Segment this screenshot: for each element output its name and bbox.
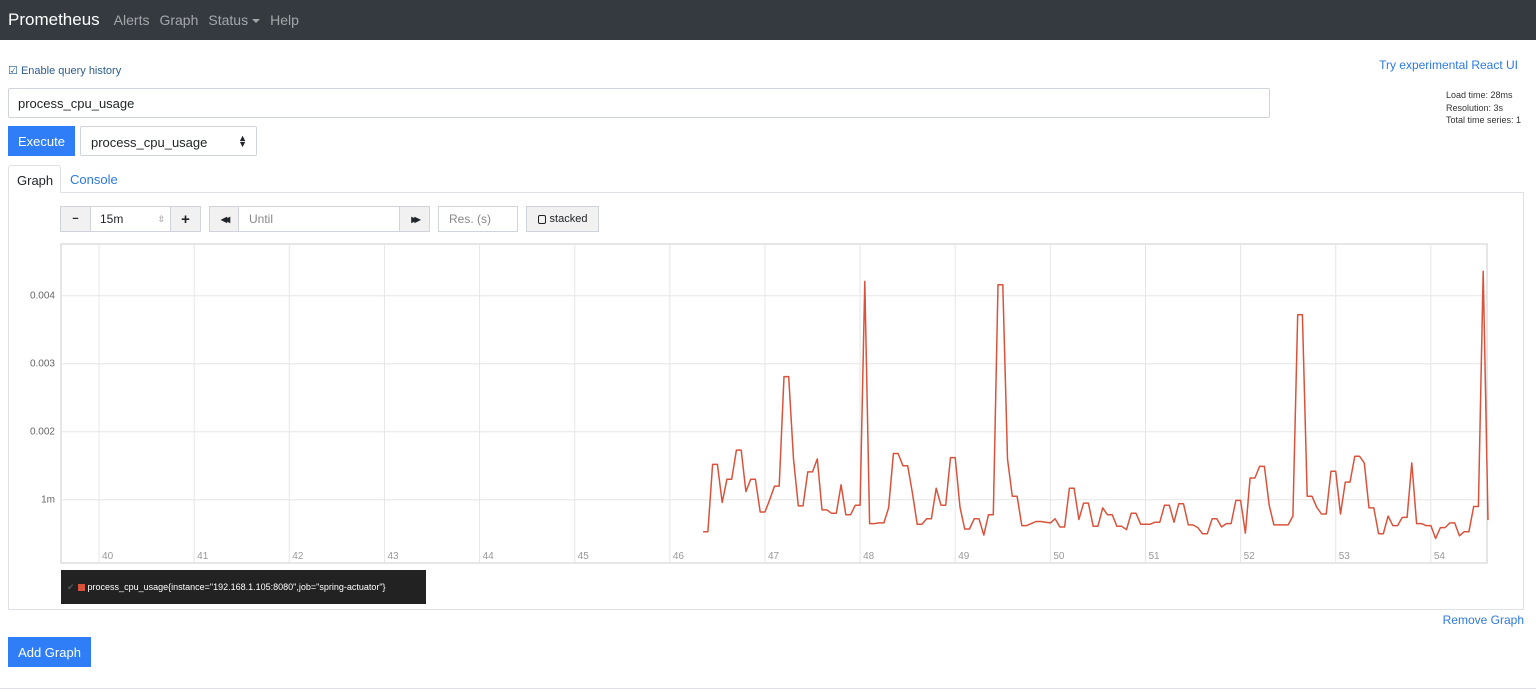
legend[interactable]: ✔ process_cpu_usage{instance="192.168.1.… (61, 570, 426, 604)
x-tick-label: 51 (1148, 551, 1160, 562)
metric-select[interactable]: process_cpu_usage ▲ ▼ (80, 126, 257, 156)
caret-down-icon (252, 19, 261, 24)
x-tick-label: 42 (292, 551, 304, 562)
x-tick-label: 48 (863, 551, 875, 562)
range-input[interactable]: 15m ⇳ (90, 206, 171, 232)
x-tick-label: 46 (673, 551, 685, 562)
expression-input[interactable]: process_cpu_usage (8, 88, 1270, 118)
x-tick-label: 44 (483, 551, 495, 562)
x-tick-label: 40 (102, 551, 114, 562)
remove-graph-link[interactable]: Remove Graph (1442, 613, 1524, 627)
check-icon: ✔ (67, 581, 75, 592)
nav-graph[interactable]: Graph (159, 12, 199, 28)
x-tick-label: 52 (1244, 551, 1256, 562)
select-arrows-icon: ▲ ▼ (238, 133, 247, 149)
nav-alerts[interactable]: Alerts (113, 12, 150, 28)
x-tick-label: 50 (1053, 551, 1065, 562)
y-tick-label: 0.004 (30, 291, 55, 302)
query-history-label: Enable query history (20, 65, 122, 77)
x-tick-label: 49 (958, 551, 970, 562)
x-tick-label: 53 (1339, 551, 1351, 562)
y-tick-label: 0.002 (30, 427, 55, 438)
decrease-range-button[interactable]: − (60, 206, 91, 232)
y-tick-label: 1m (41, 495, 55, 506)
stacked-toggle[interactable]: stacked (526, 206, 599, 232)
resolution-input[interactable]: Res. (s) (438, 206, 518, 232)
spinner-icon: ⇳ (157, 213, 165, 224)
nav-status[interactable]: Status (208, 12, 261, 28)
metric-select-value: process_cpu_usage (91, 135, 208, 150)
navbar: Prometheus Alerts Graph Status Help (0, 0, 1536, 40)
checkbox-empty-icon (537, 214, 546, 224)
react-ui-link[interactable]: Try experimental React UI (1379, 58, 1518, 72)
checkbox-checked-icon: ☑ (8, 65, 18, 77)
execute-button[interactable]: Execute (8, 126, 75, 156)
y-tick-label: 0.003 (30, 359, 55, 370)
x-tick-label: 47 (768, 551, 780, 562)
forward-button[interactable]: ▶▶ (399, 206, 430, 232)
graph-panel (8, 192, 1524, 610)
x-tick-label: 41 (197, 551, 209, 562)
query-stats: Load time: 28ms Resolution: 3s Total tim… (1446, 89, 1521, 127)
resolution: Resolution: 3s (1446, 102, 1504, 113)
x-tick-label: 54 (1434, 551, 1446, 562)
series-line (703, 270, 1489, 540)
x-tick-label: 43 (387, 551, 399, 562)
tab-graph[interactable]: Graph (8, 165, 61, 193)
plot-area (60, 243, 1488, 564)
brand-link[interactable]: Prometheus (8, 10, 100, 29)
load-time: Load time: 28ms (1446, 90, 1513, 100)
nav-status-label: Status (208, 12, 249, 28)
nav-help[interactable]: Help (270, 12, 299, 28)
add-graph-button[interactable]: Add Graph (8, 637, 91, 667)
increase-range-button[interactable]: + (170, 206, 201, 232)
footer-divider (0, 688, 1536, 689)
legend-series-label: process_cpu_usage{instance="192.168.1.10… (87, 582, 386, 592)
stacked-label: stacked (549, 213, 588, 225)
x-tick-label: 45 (578, 551, 590, 562)
enable-query-history-checkbox[interactable]: ☑ Enable query history (8, 64, 121, 77)
total-series: Total time series: 1 (1446, 115, 1522, 125)
range-value: 15m (100, 212, 124, 226)
cpu-usage-chart: 40 41 42 43 44 45 46 47 48 49 50 51 52 53 54 1m 0.002 0.0… (30, 243, 1489, 564)
tab-console[interactable]: Console (70, 172, 118, 187)
series-swatch (77, 583, 85, 591)
